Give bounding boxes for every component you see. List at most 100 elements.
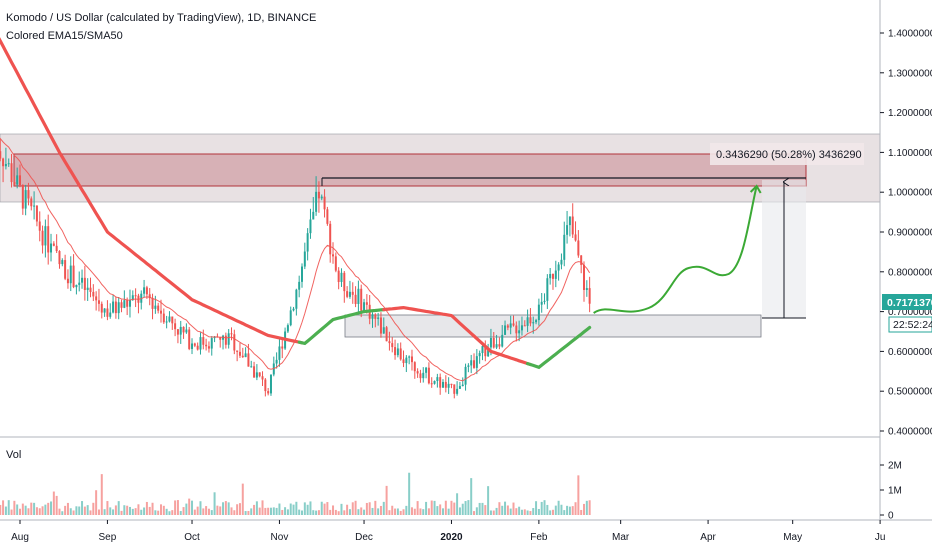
price-tick-label: 0.8000000	[888, 267, 932, 278]
candle-body	[50, 243, 53, 253]
candle-body	[64, 260, 67, 279]
candle-body	[162, 313, 165, 323]
countdown-badge	[888, 316, 932, 333]
candle-body	[278, 346, 281, 360]
sma50-segment	[526, 325, 592, 370]
time-tick-label: Aug	[11, 532, 29, 543]
volume-bar	[38, 508, 41, 515]
volume-bar	[317, 510, 320, 515]
candle-body	[470, 360, 473, 366]
price-tick-label: 0.4000000	[888, 427, 932, 438]
volume-bar	[442, 508, 444, 515]
candle-body	[10, 163, 13, 183]
volume-title: Vol	[6, 449, 22, 461]
volume-bars[interactable]	[0, 472, 591, 515]
candle-body	[551, 274, 554, 279]
candle-body	[151, 298, 154, 309]
candle-body	[506, 325, 509, 328]
volume-bar	[473, 511, 476, 515]
volume-bar	[145, 501, 148, 515]
volume-bar	[253, 504, 256, 515]
volume-bar	[506, 505, 509, 515]
support-zone[interactable]	[344, 314, 762, 338]
ema15-line[interactable]	[0, 133, 591, 382]
candle-body	[568, 216, 571, 226]
volume-bar	[157, 510, 160, 515]
volume-bar	[55, 495, 58, 515]
candle-body	[309, 219, 312, 234]
candle-body	[399, 348, 402, 360]
volume-bar	[410, 507, 413, 515]
volume-bar	[191, 500, 194, 515]
volume-bar	[425, 501, 428, 515]
projection-curve[interactable]	[593, 185, 758, 314]
volume-bar	[112, 509, 115, 515]
volume-bar	[281, 509, 284, 515]
volume-bar	[535, 501, 538, 515]
time-axis[interactable]: Aug Sep Oct Nov Dec 2020 Feb Mar Apr May Ju	[11, 520, 885, 543]
volume-bar	[501, 505, 504, 515]
sma50-line[interactable]	[0, 25, 592, 370]
volume-bar	[385, 485, 388, 515]
volume-bar	[413, 508, 416, 515]
volume-bar	[2, 500, 5, 515]
volume-bar	[241, 483, 244, 515]
candle-body	[191, 343, 194, 349]
candle-body	[66, 278, 69, 284]
volume-bar	[354, 500, 357, 515]
volume-bar	[394, 508, 397, 515]
resistance-zone-inner[interactable]	[13, 153, 807, 187]
candle-body	[255, 372, 258, 378]
candle-body	[301, 266, 303, 282]
candle-body	[515, 325, 518, 334]
candle-body	[461, 384, 464, 387]
volume-bar	[44, 504, 47, 515]
candle-body	[475, 356, 478, 368]
volume-bar	[174, 500, 177, 515]
volume-bar	[64, 505, 67, 515]
candle-body	[317, 191, 320, 199]
candle-body	[306, 233, 309, 252]
candle-body	[588, 288, 591, 304]
volume-bar	[236, 504, 239, 515]
candle-body	[535, 320, 538, 323]
volume-bar	[351, 502, 354, 515]
volume-axis[interactable]: 2M 1M 0	[880, 461, 902, 522]
time-tick-label: Oct	[184, 532, 200, 543]
candle-body	[24, 190, 27, 209]
candle-body	[473, 360, 476, 368]
volume-bar	[196, 506, 199, 515]
volume-bar	[588, 500, 591, 515]
volume-bar	[306, 504, 309, 515]
volume-bar	[571, 506, 574, 515]
volume-bar	[207, 508, 210, 515]
candle-body	[377, 317, 380, 319]
candle-body	[224, 335, 227, 345]
volume-bar	[193, 509, 196, 515]
volume-bar	[439, 504, 442, 515]
volume-bar	[179, 511, 182, 515]
candle-body	[360, 288, 363, 311]
candle-body	[253, 366, 256, 378]
chart-title: Komodo / US Dollar (calculated by Tradin…	[6, 12, 317, 24]
candle-body	[160, 310, 162, 314]
last-price-badge	[882, 294, 932, 310]
volume-bar	[551, 509, 554, 515]
volume-bar	[447, 508, 450, 515]
volume-bar	[379, 505, 382, 515]
candle-body	[298, 281, 301, 290]
volume-bar	[284, 507, 287, 515]
candle-body	[264, 379, 267, 392]
volume-bar	[272, 507, 275, 515]
volume-bar	[391, 505, 394, 515]
volume-bar	[481, 502, 484, 515]
volume-bar	[255, 501, 258, 515]
volume-bar	[143, 507, 146, 515]
candle-body	[453, 384, 456, 394]
candle-body	[574, 234, 577, 241]
price-axis[interactable]: 1.4000000 1.3000000 1.2000000 1.1000000 1.00…	[880, 29, 932, 438]
candle-body	[174, 323, 177, 330]
candle-body	[120, 302, 123, 308]
candle-body	[86, 287, 89, 291]
